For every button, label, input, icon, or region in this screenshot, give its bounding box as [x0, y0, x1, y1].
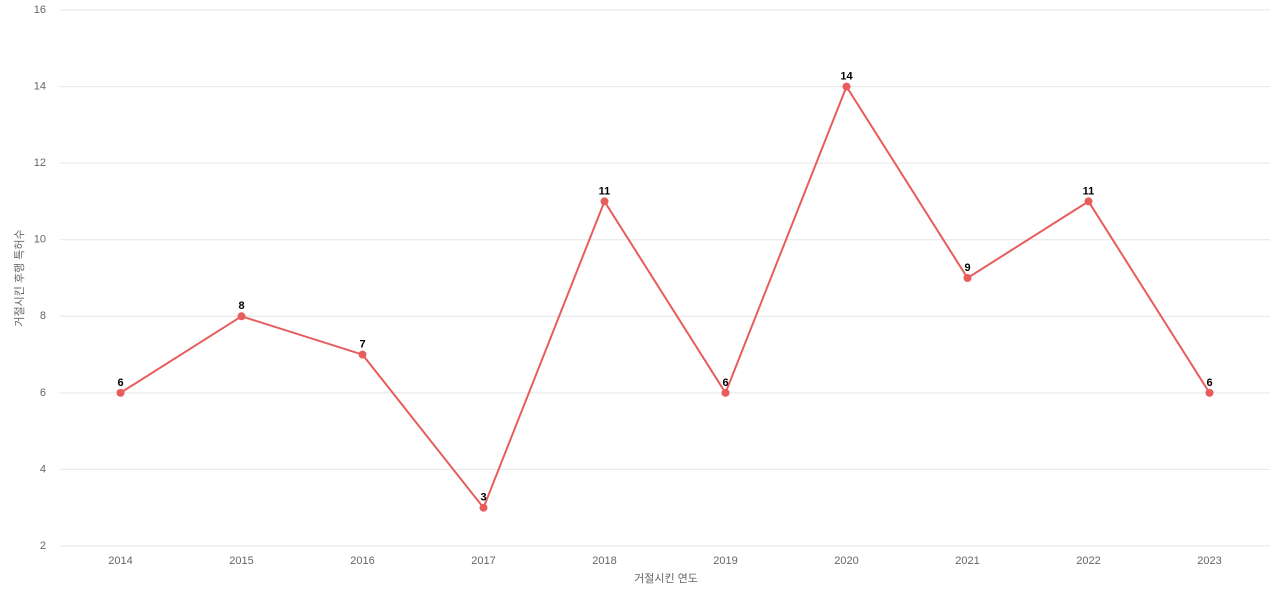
line: [119, 84, 1211, 510]
data-label: 11: [599, 185, 611, 197]
data-label: 6: [722, 377, 728, 389]
x-tick-label: 2017: [471, 555, 495, 567]
point: [237, 312, 246, 321]
x-tick-label: 2016: [350, 555, 374, 567]
y-tick-label: 16: [34, 4, 46, 16]
point: [1205, 388, 1214, 397]
y-tick-label: 10: [34, 234, 46, 246]
point: [358, 350, 367, 359]
x-tick-label: 2023: [1197, 555, 1221, 567]
x-tick-label: 2020: [834, 555, 858, 567]
x-tick-label: 2018: [592, 555, 616, 567]
y-axis-label: 거절시킨 후행 특허수: [13, 229, 26, 326]
x-axis-label: 거절시킨 연도: [634, 572, 698, 585]
data-label: 3: [480, 492, 486, 504]
point: [116, 388, 125, 397]
y-tick-label: 2: [40, 540, 46, 552]
x-tick-label: 2019: [713, 555, 737, 567]
y-tick-label: 12: [34, 157, 46, 169]
x-tick-label: 2014: [108, 555, 132, 567]
y-tick-label: 8: [40, 310, 46, 322]
x-tick-label: 2022: [1076, 555, 1100, 567]
data-label: 9: [964, 262, 970, 274]
data-label: 11: [1083, 185, 1095, 197]
point: [721, 388, 730, 397]
point: [1084, 197, 1093, 206]
y-tick-label: 14: [34, 80, 46, 92]
y-tick-label: 6: [40, 387, 46, 399]
data-label: 6: [117, 377, 123, 389]
point: [479, 503, 488, 512]
point: [963, 274, 972, 282]
data-label: 8: [238, 300, 244, 312]
x-tick-label: 2015: [229, 555, 253, 567]
data-label: 14: [840, 70, 853, 82]
data-label: 6: [1206, 377, 1212, 389]
data-label: 7: [359, 338, 365, 350]
y-tick-label: 4: [40, 463, 46, 475]
x-tick-label: 2021: [955, 555, 979, 567]
point: [600, 197, 609, 206]
point: [842, 82, 851, 91]
